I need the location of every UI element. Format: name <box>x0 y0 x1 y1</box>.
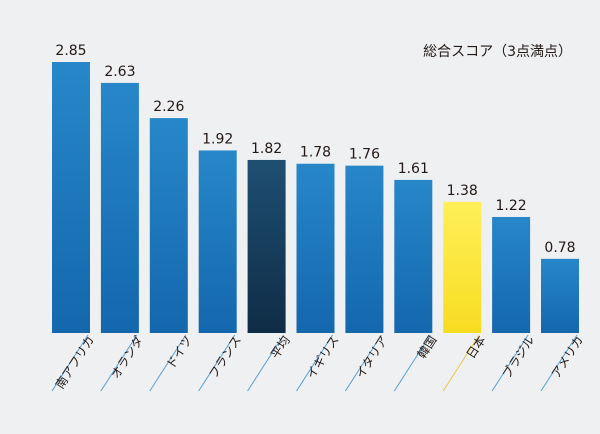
leader-line-0 <box>51 334 89 392</box>
leader-line-8 <box>442 334 480 392</box>
bar-8 <box>443 201 482 333</box>
value-label-6: 1.76 <box>349 147 380 163</box>
bar-3 <box>198 150 237 333</box>
bar-0 <box>52 62 90 333</box>
value-labels: 2.85 2.63 2.26 1.92 1.82 1.78 1.76 1.61 1.38 1.22… <box>55 43 575 256</box>
category-label-5: イギリス <box>304 333 342 381</box>
category-label-7: 韓国 <box>415 333 440 361</box>
leader-line-5 <box>296 334 333 392</box>
category-label-8: 日本 <box>464 333 489 361</box>
category-label-3: フランス <box>206 333 244 381</box>
bar-7 <box>394 179 433 333</box>
bar-9 <box>492 216 531 333</box>
bar-4 <box>247 159 286 333</box>
bar-10 <box>541 258 579 333</box>
category-labels: 南アフリカ オランダ ドイツ フランス 平均 イギリス イタリア 韓国 日本 ブラジル アメリカ <box>52 333 586 392</box>
bar-5 <box>296 163 335 333</box>
category-leaders <box>51 334 578 392</box>
category-label-4: 平均 <box>268 333 293 361</box>
leader-line-9 <box>491 334 529 392</box>
category-label-6: イタリア <box>353 333 391 380</box>
category-label-0: 南アフリカ <box>52 333 97 392</box>
leader-line-6 <box>344 334 382 392</box>
leader-line-10 <box>540 334 578 392</box>
bars <box>52 62 579 334</box>
value-label-8: 1.38 <box>447 183 478 199</box>
value-label-3: 1.92 <box>202 131 233 147</box>
value-label-10: 0.78 <box>544 240 575 256</box>
bar-1 <box>100 82 139 333</box>
leader-line-4 <box>247 334 285 392</box>
value-label-1: 2.63 <box>104 64 135 80</box>
leader-line-7 <box>393 334 431 392</box>
value-label-5: 1.78 <box>300 145 331 161</box>
value-label-4: 1.82 <box>251 141 282 157</box>
value-label-9: 1.22 <box>496 198 527 214</box>
bar-2 <box>149 118 188 334</box>
value-label-7: 1.61 <box>398 161 429 177</box>
leader-line-1 <box>100 334 138 392</box>
category-label-9: ブラジル <box>499 333 538 381</box>
leader-line-2 <box>149 334 187 392</box>
value-label-0: 2.85 <box>55 43 86 59</box>
chart-title: 総合スコア（3点満点） <box>423 44 572 60</box>
bar-6 <box>345 165 384 333</box>
category-label-2: ドイツ <box>164 333 195 371</box>
category-label-10: アメリカ <box>549 333 587 380</box>
leader-line-3 <box>198 334 236 392</box>
category-label-1: オランダ <box>107 333 146 381</box>
value-label-2: 2.26 <box>153 99 184 115</box>
